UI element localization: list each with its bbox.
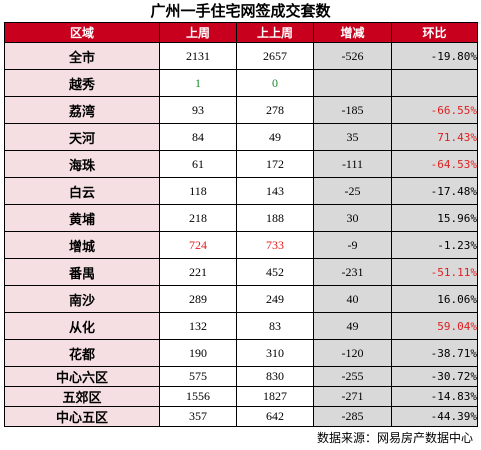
last-week-cell: 218 xyxy=(159,204,237,232)
region-cell: 白云 xyxy=(4,177,160,205)
change-cell: -25 xyxy=(313,177,392,205)
ratio-cell: 71.43% xyxy=(391,123,478,151)
change-cell: -9 xyxy=(313,231,392,259)
prev-week-cell: 1827 xyxy=(236,386,314,407)
region-cell: 海珠 xyxy=(4,150,160,178)
ratio-cell: -1.23% xyxy=(391,231,478,259)
data-source-note: 数据来源：网易房产数据中心 xyxy=(316,431,473,445)
last-week-cell: 118 xyxy=(159,177,237,205)
table-row: 白云 118 143 -25 -17.48% xyxy=(4,177,478,205)
ratio-cell: 16.06% xyxy=(391,285,478,313)
table-row: 越秀 1 0 xyxy=(4,69,478,97)
ratio-cell: -17.48% xyxy=(391,177,478,205)
ratio-cell: 59.04% xyxy=(391,312,478,340)
region-cell: 黄埔 xyxy=(4,204,160,232)
table-row: 黄埔 218 188 30 15.96% xyxy=(4,204,478,232)
change-cell: 49 xyxy=(313,312,392,340)
change-cell: -111 xyxy=(313,150,392,178)
prev-week-cell: 278 xyxy=(236,96,314,124)
ratio-cell: -66.55% xyxy=(391,96,478,124)
region-cell: 全市 xyxy=(4,42,160,70)
last-week-cell: 61 xyxy=(159,150,237,178)
last-week-cell: 221 xyxy=(159,258,237,286)
last-week-cell: 132 xyxy=(159,312,237,340)
change-cell: -185 xyxy=(313,96,392,124)
last-week-cell: 93 xyxy=(159,96,237,124)
ratio-cell: -64.53% xyxy=(391,150,478,178)
prev-week-cell: 0 xyxy=(236,69,314,97)
prev-week-cell: 830 xyxy=(236,366,314,387)
region-cell: 花都 xyxy=(4,339,160,367)
ratio-cell: -19.80% xyxy=(391,42,478,70)
last-week-cell: 357 xyxy=(159,406,237,427)
region-cell: 五郊区 xyxy=(4,386,160,407)
table-row: 中心五区 357 642 -285 -44.39% xyxy=(4,406,478,427)
region-cell: 从化 xyxy=(4,312,160,340)
region-cell: 增城 xyxy=(4,231,160,259)
prev-week-cell: 452 xyxy=(236,258,314,286)
region-cell: 荔湾 xyxy=(4,96,160,124)
ratio-cell: -44.39% xyxy=(391,406,478,427)
prev-week-cell: 49 xyxy=(236,123,314,151)
header-prev-week: 上上周 xyxy=(236,22,314,43)
last-week-cell: 84 xyxy=(159,123,237,151)
last-week-cell: 1556 xyxy=(159,386,237,407)
change-cell: 40 xyxy=(313,285,392,313)
table-row: 五郊区 1556 1827 -271 -14.83% xyxy=(4,386,478,407)
last-week-cell: 575 xyxy=(159,366,237,387)
last-week-cell: 190 xyxy=(159,339,237,367)
ratio-cell: -14.83% xyxy=(391,386,478,407)
header-ratio: 环比 xyxy=(391,22,478,43)
prev-week-cell: 83 xyxy=(236,312,314,340)
table-row: 花都 190 310 -120 -38.71% xyxy=(4,339,478,367)
change-cell: -120 xyxy=(313,339,392,367)
prev-week-cell: 733 xyxy=(236,231,314,259)
change-cell: 30 xyxy=(313,204,392,232)
prev-week-cell: 642 xyxy=(236,406,314,427)
table-row: 番禺 221 452 -231 -51.11% xyxy=(4,258,478,286)
change-cell: -271 xyxy=(313,386,392,407)
change-cell xyxy=(313,69,392,97)
last-week-cell: 1 xyxy=(159,69,237,97)
table-row: 全市 2131 2657 -526 -19.80% xyxy=(4,42,478,70)
prev-week-cell: 188 xyxy=(236,204,314,232)
table-row: 荔湾 93 278 -185 -66.55% xyxy=(4,96,478,124)
table-row: 天河 84 49 35 71.43% xyxy=(4,123,478,151)
header-last-week: 上周 xyxy=(159,22,237,43)
prev-week-cell: 310 xyxy=(236,339,314,367)
last-week-cell: 2131 xyxy=(159,42,237,70)
region-cell: 越秀 xyxy=(4,69,160,97)
change-cell: -255 xyxy=(313,366,392,387)
ratio-cell xyxy=(391,69,478,97)
ratio-cell: -30.72% xyxy=(391,366,478,387)
header-row: 区域 上周 上上周 增减 环比 xyxy=(4,22,478,43)
change-cell: 35 xyxy=(313,123,392,151)
region-cell: 天河 xyxy=(4,123,160,151)
ratio-cell: 15.96% xyxy=(391,204,478,232)
prev-week-cell: 172 xyxy=(236,150,314,178)
table-row: 从化 132 83 49 59.04% xyxy=(4,312,478,340)
prev-week-cell: 143 xyxy=(236,177,314,205)
last-week-cell: 289 xyxy=(159,285,237,313)
region-cell: 番禺 xyxy=(4,258,160,286)
table-row: 海珠 61 172 -111 -64.53% xyxy=(4,150,478,178)
transactions-table: 区域 上周 上上周 增减 环比 全市 2131 2657 -526 -19.80… xyxy=(4,22,478,427)
prev-week-cell: 249 xyxy=(236,285,314,313)
region-cell: 中心五区 xyxy=(4,406,160,427)
ratio-cell: -38.71% xyxy=(391,339,478,367)
change-cell: -285 xyxy=(313,406,392,427)
region-cell: 中心六区 xyxy=(4,366,160,387)
table-title: 广州一手住宅网签成交套数 xyxy=(150,2,331,20)
header-change: 增减 xyxy=(313,22,392,43)
table-row: 南沙 289 249 40 16.06% xyxy=(4,285,478,313)
table-row: 中心六区 575 830 -255 -30.72% xyxy=(4,366,478,387)
prev-week-cell: 2657 xyxy=(236,42,314,70)
change-cell: -526 xyxy=(313,42,392,70)
last-week-cell: 724 xyxy=(159,231,237,259)
table-row: 增城 724 733 -9 -1.23% xyxy=(4,231,478,259)
ratio-cell: -51.11% xyxy=(391,258,478,286)
change-cell: -231 xyxy=(313,258,392,286)
header-region: 区域 xyxy=(4,22,160,43)
region-cell: 南沙 xyxy=(4,285,160,313)
